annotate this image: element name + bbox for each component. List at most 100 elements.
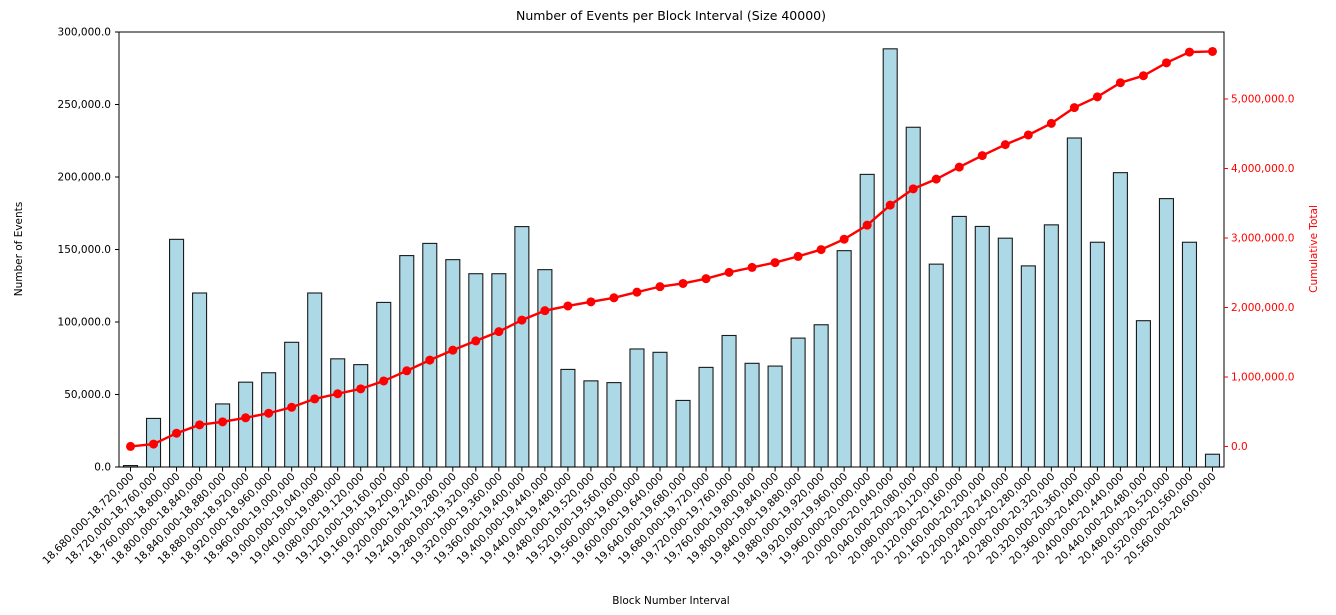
left-tick-label: 100,000.0 [58,317,111,329]
axis-ticks: 0.0 50,000.0 100,000.0 150,000.0 200,000.0 25… [40,27,1294,567]
left-tick-label: 0.0 [94,462,111,474]
data-point [379,376,389,386]
data-point [1046,118,1056,128]
left-tick-label: 300,000.0 [58,27,111,39]
bar [652,351,668,468]
data-point [356,384,366,394]
left-tick-label: 50,000.0 [64,389,111,401]
data-point [126,441,136,451]
bar [399,255,415,468]
data-point [885,200,895,210]
bar [1204,453,1221,468]
bar [353,364,369,468]
bar [1066,137,1082,468]
bar [445,259,461,468]
bar [698,366,714,468]
bar [997,237,1013,468]
bar [514,226,530,468]
data-point [448,345,458,355]
bar [836,250,852,468]
bar [1112,172,1128,468]
data-point [310,394,320,404]
right-tick-label: 3,000,000.0 [1231,233,1294,245]
chart-title: Number of Events per Block Interval (Siz… [516,8,826,23]
bar [882,48,898,468]
bar [744,362,760,468]
left-tick-label: 150,000.0 [58,244,111,256]
bar [1135,320,1151,468]
data-point [1184,47,1194,57]
data-point [701,274,711,284]
bar [330,358,346,468]
bar [905,126,921,468]
right-tick-label: 5,000,000.0 [1231,94,1294,106]
data-point [609,293,619,303]
data-point [586,297,596,307]
bar [537,269,553,468]
right-axis-title: Cumulative Total [1308,205,1320,293]
data-point [149,439,159,449]
right-tick-label: 1,000,000.0 [1231,372,1294,384]
data-point [1023,130,1033,140]
data-point [724,267,734,277]
bar [813,324,829,468]
data-point [287,402,297,412]
data-point [678,278,688,288]
data-point [1115,78,1125,88]
data-point [425,355,435,365]
bar [192,292,208,468]
left-tick-label: 200,000.0 [58,172,111,184]
data-point [218,417,228,427]
bar [859,173,875,468]
bars-series [122,48,1221,468]
data-point [563,301,573,311]
data-point [241,413,251,423]
bar [261,372,277,468]
data-point [517,315,527,325]
bar [560,368,576,468]
right-tick-label: 4,000,000.0 [1231,163,1294,175]
bar [951,215,967,468]
bar [215,403,231,468]
bar [928,263,944,468]
bar [1158,198,1174,468]
bar [629,348,645,468]
bar [721,334,737,468]
data-point [1000,140,1010,150]
data-point [931,174,941,184]
data-point [1161,58,1171,68]
data-point [908,184,918,194]
bar [767,365,783,468]
data-point [1092,92,1102,102]
bar [1043,224,1059,468]
data-point [632,287,642,297]
bar [307,292,323,468]
bar [422,242,438,468]
bar [491,273,507,468]
x-axis-title: Block Number Interval [612,595,729,607]
data-point [195,420,205,430]
data-point [816,245,826,255]
data-point [839,234,849,244]
cumulative-line-series [126,46,1217,451]
right-tick-label: 0.0 [1231,441,1248,453]
bar [583,380,599,468]
data-point [494,327,504,337]
bar [1020,265,1036,468]
data-point [264,408,274,418]
bar [606,382,622,468]
bar [238,381,254,468]
bar [675,399,691,468]
data-point [747,262,757,272]
data-point [471,336,481,346]
bar [1181,241,1198,468]
bar [790,337,806,468]
data-point [540,306,550,316]
data-point [977,151,987,161]
data-point [770,258,780,268]
data-point [1207,46,1217,56]
data-point [333,389,343,399]
data-point [1069,103,1079,113]
